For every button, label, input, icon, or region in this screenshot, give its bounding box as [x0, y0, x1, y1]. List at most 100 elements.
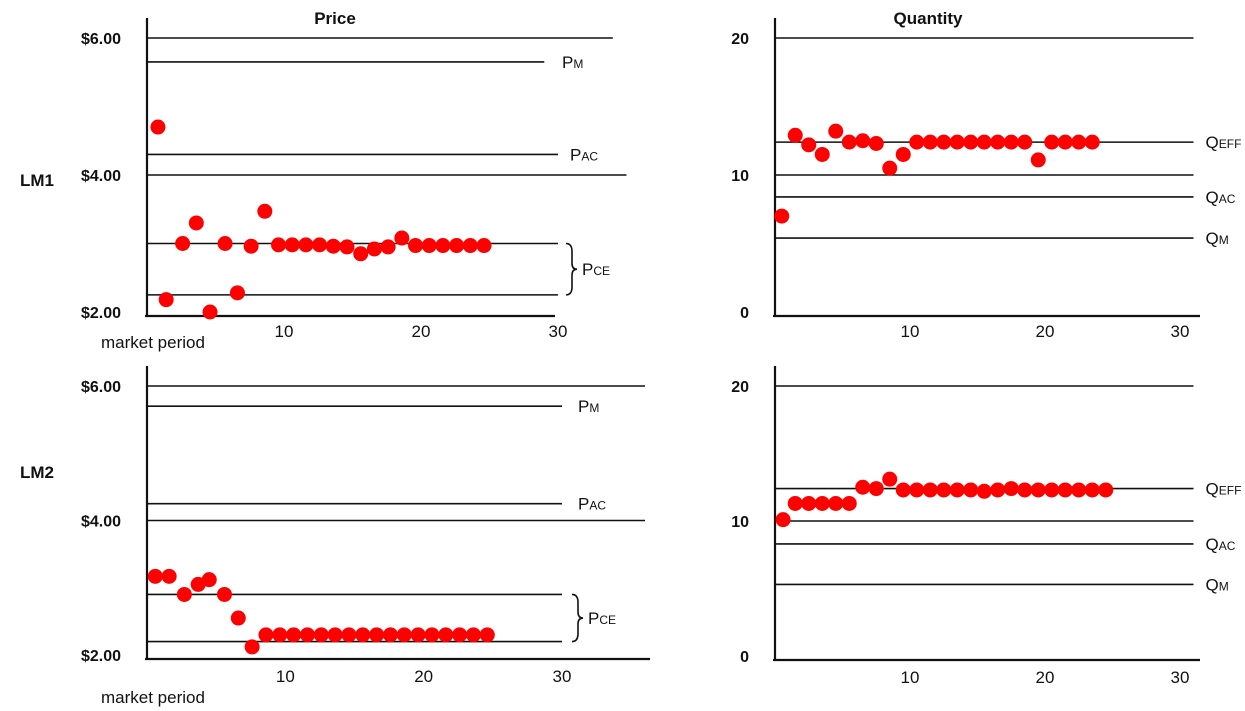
- data-point: [949, 134, 965, 150]
- y-tick-label: 10: [731, 168, 749, 185]
- reference-line-label: QAC: [1206, 535, 1236, 554]
- data-point: [855, 133, 871, 149]
- x-tick-label: 20: [412, 322, 431, 341]
- data-point: [408, 238, 424, 254]
- data-point: [1071, 134, 1087, 150]
- reference-line-label: QEFF: [1206, 480, 1242, 499]
- data-point: [339, 239, 355, 255]
- x-tick-label: 10: [901, 668, 920, 687]
- data-point: [410, 627, 426, 643]
- data-point: [272, 627, 288, 643]
- bracket-label: PCE: [588, 609, 616, 628]
- x-tick-label: 10: [276, 667, 295, 686]
- data-point: [424, 627, 440, 643]
- data-point: [882, 160, 898, 176]
- x-axis-caption: market period: [101, 333, 205, 352]
- reference-line-label: QM: [1206, 229, 1229, 248]
- data-point: [976, 483, 992, 499]
- data-point: [465, 627, 481, 643]
- x-axis-caption: market period: [101, 688, 205, 707]
- data-point: [353, 246, 369, 262]
- data-point: [1003, 481, 1019, 497]
- data-point: [230, 610, 246, 626]
- data-point: [1030, 152, 1046, 168]
- data-point: [462, 238, 478, 254]
- y-tick-label: 10: [731, 514, 749, 531]
- data-point: [216, 586, 232, 602]
- data-point: [1044, 482, 1060, 498]
- reference-line-label: QM: [1206, 575, 1229, 594]
- data-point: [1017, 482, 1033, 498]
- pce-bracket: [571, 593, 584, 643]
- data-point: [828, 495, 844, 511]
- data-point: [922, 482, 938, 498]
- data-point: [1030, 482, 1046, 498]
- data-point: [202, 304, 218, 320]
- data-point: [963, 482, 979, 498]
- y-tick-label: $6.00: [81, 31, 121, 48]
- data-point: [217, 236, 233, 251]
- row-label-lm2: LM2: [20, 463, 54, 482]
- data-point: [909, 134, 925, 150]
- lm2-price-panel: $2.00 $4.00 $6.00 10 20 30 market period PM PAC P…: [81, 366, 650, 707]
- data-point: [394, 230, 410, 246]
- data-point: [366, 241, 382, 257]
- data-point: [936, 134, 952, 150]
- reference-line-label: PM: [562, 53, 583, 72]
- data-point: [284, 237, 300, 253]
- data-point: [868, 135, 884, 151]
- data-point: [476, 238, 492, 254]
- lm1-price-panel: $2.00 $4.00 $6.00 10 20 30 market period PM PAC P…: [81, 18, 627, 352]
- data-point: [1098, 482, 1114, 498]
- data-point: [1057, 482, 1073, 498]
- data-point: [1084, 482, 1100, 498]
- data-point: [479, 627, 495, 643]
- data-point: [147, 568, 163, 584]
- price-column-title: Price: [314, 9, 356, 28]
- data-point: [438, 627, 454, 643]
- data-point: [882, 471, 898, 487]
- data-point: [201, 572, 217, 588]
- data-point: [814, 495, 830, 511]
- data-point: [1071, 482, 1087, 498]
- bracket-label: PCE: [582, 260, 610, 279]
- data-point: [271, 237, 287, 253]
- data-point: [161, 568, 177, 584]
- data-point: [895, 146, 911, 162]
- data-point: [435, 238, 451, 254]
- data-point: [787, 495, 803, 511]
- x-tick-label: 10: [275, 322, 294, 341]
- data-point: [188, 215, 204, 231]
- reference-line-label: QEFF: [1206, 133, 1242, 152]
- y-tick-label: $6.00: [81, 379, 121, 396]
- data-point: [828, 123, 844, 139]
- data-point: [313, 627, 329, 643]
- y-tick-label: $4.00: [81, 514, 121, 531]
- x-tick-label: 30: [1171, 322, 1190, 341]
- data-point: [841, 134, 857, 150]
- x-tick-label: 30: [1171, 668, 1190, 687]
- data-point: [1017, 134, 1033, 150]
- data-point: [814, 146, 830, 162]
- data-point: [257, 203, 273, 219]
- data-point: [922, 134, 938, 150]
- chart-panels: $2.00 $4.00 $6.00 10 20 30 market period PM PAC P…: [81, 18, 1241, 707]
- data-point: [963, 134, 979, 150]
- reference-line-label: QAC: [1206, 188, 1236, 207]
- data-point: [1057, 134, 1073, 150]
- reference-line-label: PAC: [578, 495, 606, 514]
- data-point: [369, 627, 385, 643]
- data-point: [449, 238, 465, 254]
- data-point: [158, 292, 174, 308]
- data-point: [382, 627, 398, 643]
- data-point: [949, 482, 965, 498]
- data-point: [327, 627, 343, 643]
- row-label-lm1: LM1: [20, 171, 54, 190]
- data-point: [244, 639, 260, 655]
- x-tick-label: 30: [553, 667, 572, 686]
- data-point: [1084, 134, 1100, 150]
- quantity-column-title: Quantity: [894, 9, 963, 28]
- lm1-quantity-panel: 0 10 20 10 20 30 QEFF QAC QM: [731, 18, 1241, 341]
- data-point: [801, 137, 817, 153]
